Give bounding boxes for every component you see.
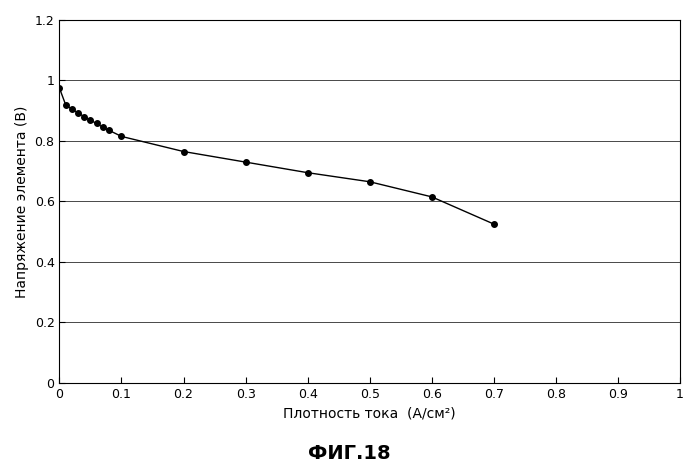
X-axis label: Плотность тока  (А/см²): Плотность тока (А/см²) [283,406,456,420]
Y-axis label: Напряжение элемента (В): Напряжение элемента (В) [15,105,29,298]
Text: ФИГ.18: ФИГ.18 [308,444,391,463]
